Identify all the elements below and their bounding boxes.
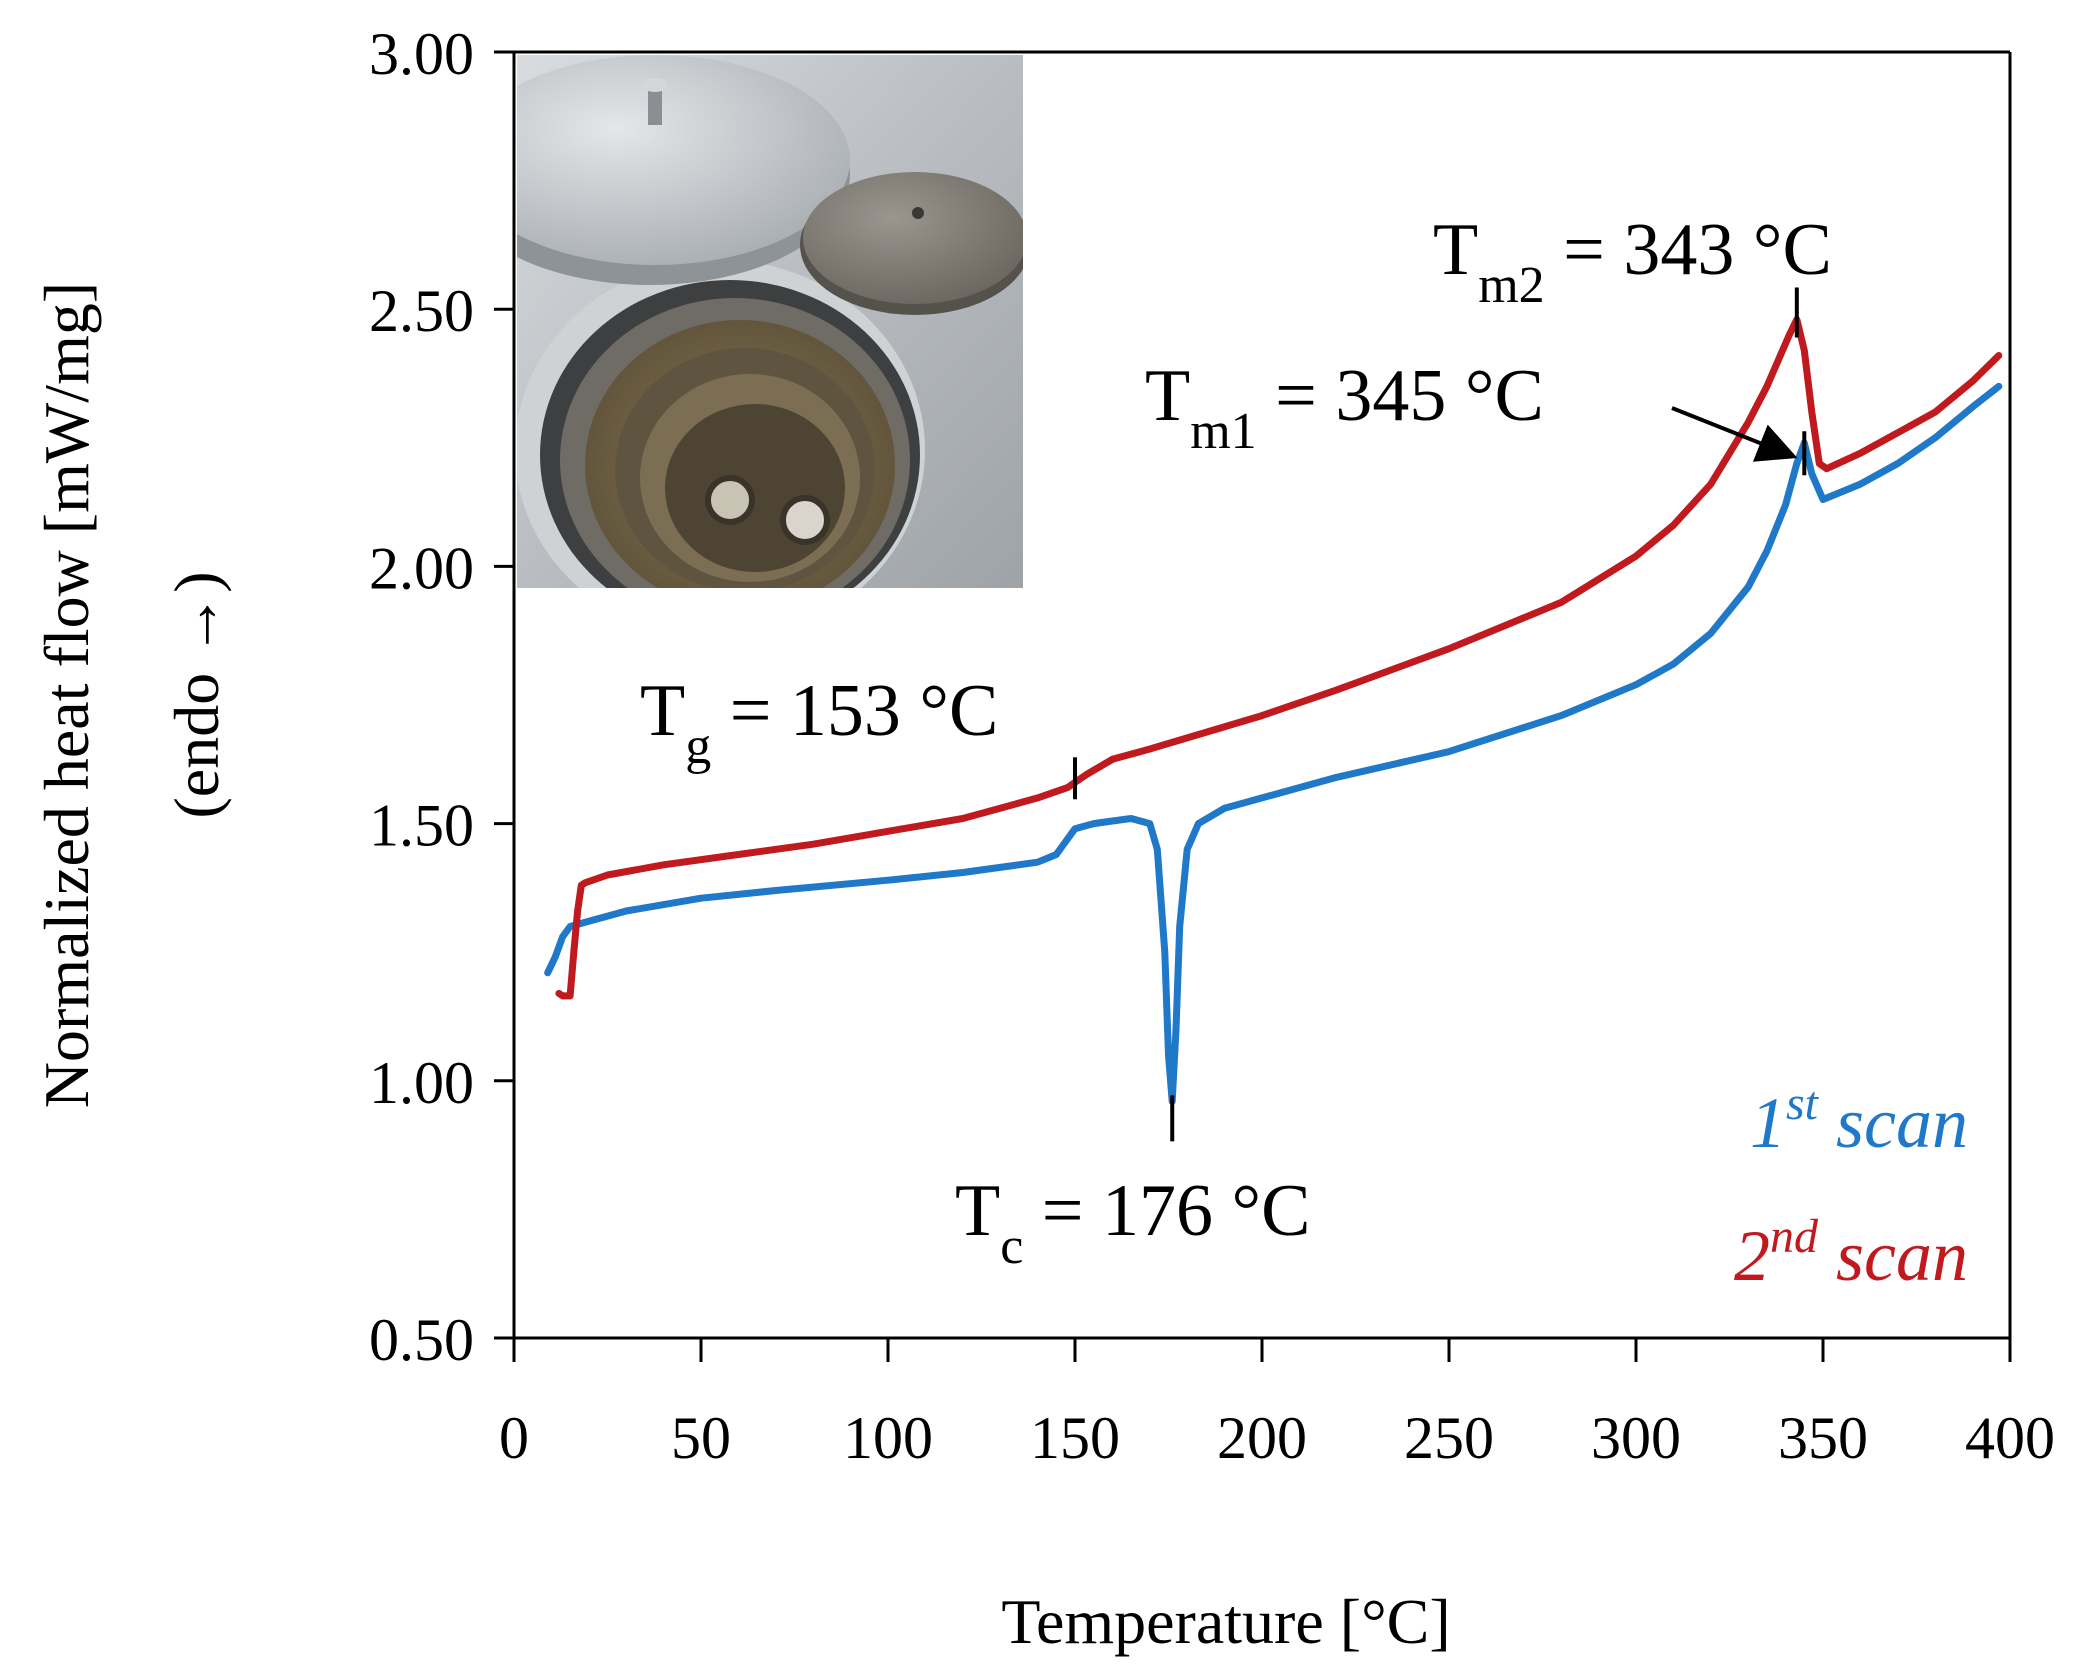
x-tick-label: 250 [1404, 1405, 1494, 1471]
tm1-arrow [1671, 406, 1798, 462]
x-tick-label: 100 [843, 1405, 933, 1471]
y-tick-label: 2.50 [369, 278, 474, 344]
x-tick-label: 350 [1778, 1405, 1868, 1471]
y-tick-label: 3.00 [369, 21, 474, 87]
series-line-2nd-scan [555, 316, 2003, 1000]
y-tick-label: 1.50 [369, 793, 474, 859]
y-tick-label: 2.00 [369, 535, 474, 601]
series-line-1st-scan [544, 382, 2003, 1105]
tm1-label: Tm1 = 345 °C [1145, 355, 1544, 460]
y-axis-title-line1: Normalized heat flow [mW/mg] [31, 282, 102, 1108]
x-tick-label: 200 [1217, 1405, 1307, 1471]
x-tick-label: 400 [1965, 1405, 2055, 1471]
y-tick-label: 0.50 [369, 1307, 474, 1373]
x-tick-label: 300 [1591, 1405, 1681, 1471]
x-tick-label: 0 [499, 1405, 529, 1471]
y-ticks: 0.50 1.00 1.50 2.00 2.50 3.00 [369, 21, 514, 1373]
x-axis-title: Temperature [°C] [1001, 1586, 1450, 1657]
legend-entry-1st-scan: 1st scan [1750, 1077, 1968, 1163]
x-ticks: 0 50 100 150 200 250 300 350 400 [499, 1338, 2055, 1471]
x-tick-label: 50 [671, 1405, 731, 1471]
tm2-label: Tm2 = 343 °C [1433, 209, 1832, 314]
tc-label: Tc = 176 °C [955, 1170, 1310, 1275]
y-axis-title-line2: (endo →) [161, 571, 232, 818]
y-tick-label: 1.00 [369, 1050, 474, 1116]
x-tick-label: 150 [1030, 1405, 1120, 1471]
legend-entry-2nd-scan: 2nd scan [1734, 1210, 1968, 1296]
dsc-cell-photo [517, 55, 1023, 588]
tg-label: Tg = 153 °C [640, 670, 998, 775]
